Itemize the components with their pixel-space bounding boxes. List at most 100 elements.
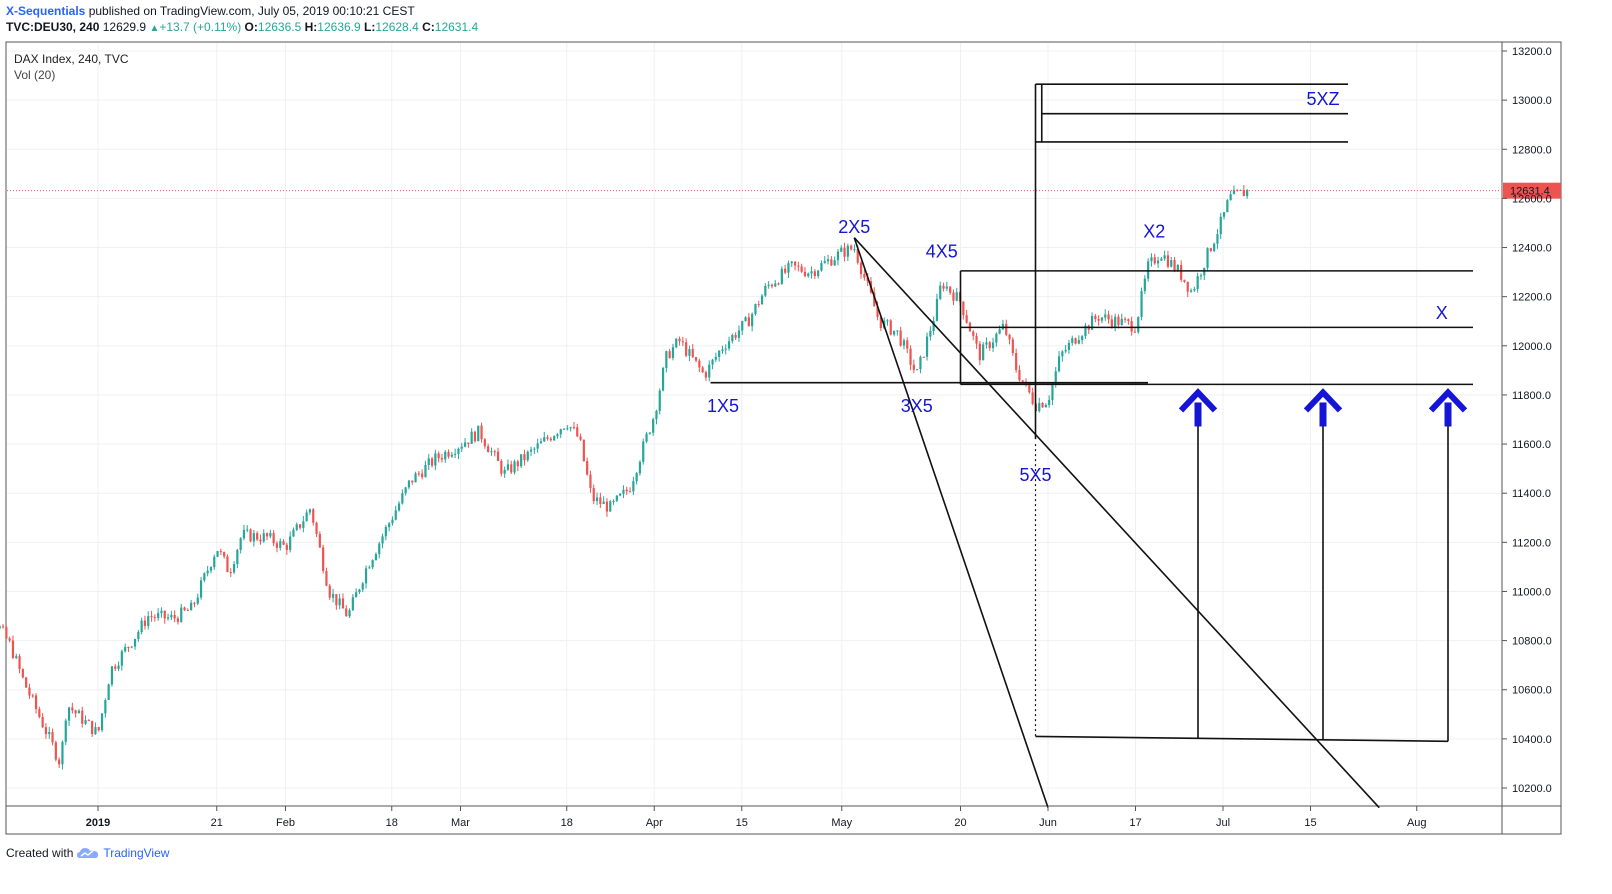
candle-body — [850, 245, 853, 250]
candle-body — [279, 541, 282, 548]
candle-body — [566, 428, 569, 430]
candle-body — [892, 330, 896, 335]
candle-body — [1140, 291, 1143, 317]
candle-body — [1071, 338, 1074, 343]
candle-body — [107, 684, 110, 701]
candle-body — [569, 427, 572, 429]
low-label: L: — [364, 20, 376, 34]
x-tick-label: Aug — [1407, 817, 1427, 829]
candle-body — [553, 436, 556, 441]
candle-body — [430, 458, 434, 466]
candle-body — [757, 304, 760, 306]
candle-body — [711, 359, 714, 365]
candle-body — [645, 433, 648, 442]
candle-body — [223, 552, 226, 557]
legend-title[interactable]: DAX Index, 240, TVC — [14, 52, 129, 66]
candle-body — [77, 710, 81, 714]
tradingview-cloud-icon[interactable] — [77, 847, 99, 859]
candle-body — [1081, 336, 1084, 341]
candle-body — [714, 356, 717, 360]
candle-body — [454, 453, 457, 455]
candle-body — [130, 646, 133, 648]
candle-body — [1028, 382, 1031, 393]
close-value: 12631.4 — [434, 20, 479, 34]
candle-body — [328, 585, 331, 598]
candle-body — [790, 261, 793, 264]
candle-body — [15, 656, 18, 658]
candle-body — [1100, 317, 1104, 321]
price-axis[interactable]: 10200.0 10400.0 10600.0 10800.0 11000.0 11200… — [1502, 46, 1552, 795]
y-tick-label: 13000.0 — [1512, 95, 1552, 107]
x-tick-label: Jul — [1216, 817, 1230, 829]
candle-body — [444, 451, 447, 460]
candle-body — [473, 431, 477, 442]
candle-body — [628, 491, 632, 493]
candle-body — [384, 527, 387, 537]
candle-body — [688, 349, 691, 356]
legend-volume[interactable]: Vol (20) — [14, 68, 56, 82]
candle-body — [186, 610, 189, 612]
candle-body — [899, 330, 902, 346]
annotation-label: X — [1436, 303, 1448, 323]
candle-body — [1166, 255, 1170, 267]
candle-body — [38, 709, 41, 717]
candle-body — [582, 439, 585, 462]
time-axis[interactable]: 2019 21 Feb 18 Mar 18 Apr 15 May 20 Jun 17 Jul 15 Aug — [86, 806, 1427, 829]
candle-body — [793, 261, 797, 266]
candle-body — [826, 259, 830, 262]
candle-body — [698, 360, 701, 368]
candle-body — [483, 439, 486, 447]
y-tick-label: 12800.0 — [1512, 144, 1552, 156]
publish-info: X-Sequentials published on TradingView.c… — [6, 4, 415, 18]
annotation-label: 5XZ — [1306, 89, 1339, 109]
candle-body — [1090, 315, 1094, 330]
change-value: +13.7 (+0.11%) — [159, 20, 242, 34]
candle-body — [394, 510, 397, 520]
candle-body — [919, 356, 922, 370]
candle-body — [81, 710, 84, 724]
candle-body — [1176, 265, 1179, 271]
candle-body — [982, 344, 985, 361]
candle-body — [242, 529, 246, 539]
drawings: 12631.4 — [7, 83, 1561, 809]
candle-body — [586, 461, 589, 475]
author-link[interactable]: X-Sequentials — [6, 4, 86, 18]
candle-body — [308, 509, 312, 513]
candle-body — [229, 572, 232, 574]
candle-body — [100, 713, 104, 731]
high-value: 12636.9 — [317, 20, 361, 34]
x-tick-label: Jun — [1039, 817, 1057, 829]
candle-body — [724, 348, 727, 350]
candle-body — [275, 543, 279, 548]
candle-body — [579, 436, 582, 440]
candle-body — [1147, 261, 1150, 279]
candle-body — [450, 454, 453, 457]
candle-body — [21, 669, 24, 678]
candle-body — [407, 480, 411, 488]
candle-body — [1160, 258, 1163, 261]
candle-body — [477, 425, 480, 442]
candle-body — [163, 610, 166, 619]
candle-body — [1189, 290, 1193, 292]
candle-body — [272, 533, 275, 544]
candle-body — [246, 529, 249, 531]
annotations: 1X5 2X5 3X5 4X5 5X5 X2 X 5XZ — [707, 89, 1448, 485]
close-label: C: — [422, 20, 435, 34]
chart-frame — [5, 41, 1562, 835]
candle-body — [625, 489, 628, 492]
candle-body — [1031, 392, 1034, 404]
current-price-tag-label: 12631.4 — [1510, 186, 1550, 198]
candle-body — [516, 461, 519, 467]
candle-body — [124, 646, 127, 652]
tradingview-link[interactable]: TradingView — [103, 846, 170, 860]
candle-body — [1226, 200, 1229, 213]
candle-body — [503, 469, 506, 474]
candle-body — [1242, 189, 1245, 197]
candle-body — [1183, 279, 1186, 282]
candle-body — [262, 533, 265, 542]
candle-body — [54, 742, 57, 760]
candle-body — [157, 613, 160, 618]
x-tick-label: 20 — [954, 817, 966, 829]
y-tick-label: 10200.0 — [1512, 783, 1552, 795]
